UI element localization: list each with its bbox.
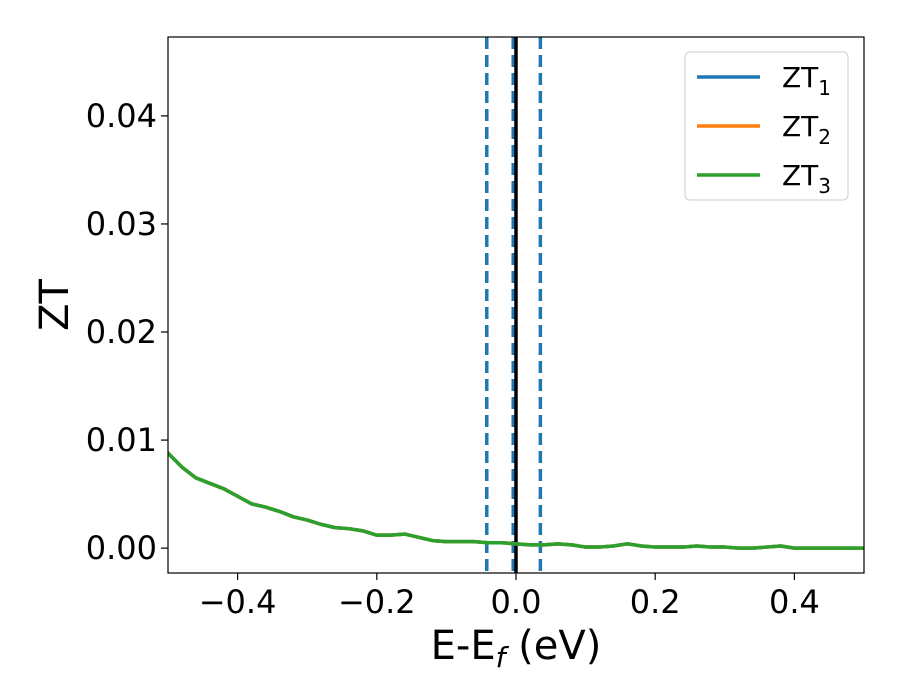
legend-entries: ZT1 ZT2 ZT3 [697, 61, 831, 198]
legend-box [684, 51, 849, 201]
legend-label-2: ZT2 [782, 110, 831, 149]
x-tick-label: −0.2 [338, 583, 416, 621]
y-axis-ticks: 0.00 0.01 0.02 0.03 0.04 [86, 97, 168, 567]
y-tick-label: 0.03 [86, 205, 157, 243]
plot-area [168, 37, 864, 573]
x-tick-label: 0.0 [491, 583, 542, 621]
y-tick-label: 0.00 [86, 529, 157, 567]
legend-label-3: ZT3 [782, 159, 831, 198]
legend: ZT1 ZT2 ZT3 [684, 51, 849, 201]
x-axis-label: E-Ef (eV) [431, 623, 602, 674]
x-axis-ticks: −0.4 −0.2 0.0 0.2 0.4 [199, 573, 820, 621]
x-tick-label: 0.4 [769, 583, 820, 621]
series-line-3 [168, 451, 864, 550]
x-tick-label: 0.2 [630, 583, 681, 621]
x-tick-label: −0.4 [199, 583, 277, 621]
legend-label-1: ZT1 [782, 61, 831, 100]
y-tick-label: 0.04 [86, 97, 157, 135]
y-axis-label: ZT [32, 279, 78, 331]
y-tick-label: 0.01 [86, 421, 157, 459]
y-tick-label: 0.02 [86, 313, 157, 351]
vertical-lines [485, 37, 543, 573]
series-lines [168, 451, 864, 550]
